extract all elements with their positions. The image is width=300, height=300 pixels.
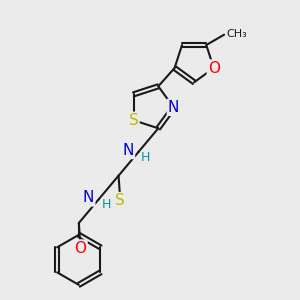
- Text: N: N: [168, 100, 179, 115]
- Text: S: S: [116, 193, 125, 208]
- Text: O: O: [75, 241, 87, 256]
- Text: O: O: [208, 61, 220, 76]
- Text: N: N: [123, 143, 134, 158]
- Text: N: N: [83, 190, 94, 206]
- Text: H: H: [141, 151, 151, 164]
- Text: CH₃: CH₃: [226, 29, 247, 39]
- Text: H: H: [101, 198, 111, 211]
- Text: S: S: [129, 113, 139, 128]
